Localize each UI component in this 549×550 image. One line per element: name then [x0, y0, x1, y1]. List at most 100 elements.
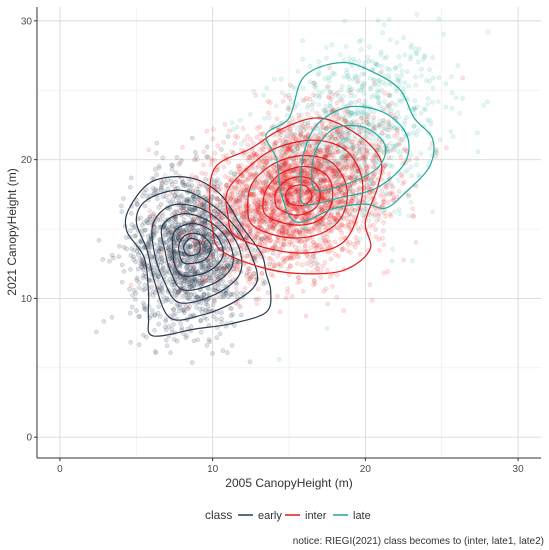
point-late	[395, 77, 401, 82]
point-early	[189, 360, 195, 365]
point-early	[220, 348, 226, 353]
point-late	[393, 102, 399, 107]
point-late	[413, 82, 419, 88]
point-inter	[228, 195, 234, 201]
point-early	[119, 209, 125, 215]
point-late	[343, 138, 349, 143]
point-late	[319, 184, 324, 190]
point-late	[346, 130, 352, 136]
point-inter	[221, 164, 227, 170]
point-late	[295, 69, 301, 75]
point-late	[352, 167, 358, 173]
point-late	[394, 88, 400, 94]
point-late	[353, 73, 358, 79]
point-late	[405, 193, 411, 199]
point-early	[156, 321, 162, 327]
point-inter	[181, 228, 187, 234]
point-inter	[180, 145, 185, 150]
point-late	[320, 163, 326, 168]
point-inter	[277, 309, 283, 315]
point-inter	[146, 147, 152, 153]
point-late	[251, 88, 257, 94]
point-inter	[306, 226, 312, 232]
point-inter	[391, 147, 397, 152]
point-inter	[156, 163, 162, 169]
point-late	[329, 222, 334, 228]
point-early	[168, 200, 174, 206]
point-late	[449, 90, 455, 96]
point-inter	[373, 212, 378, 217]
point-late	[324, 125, 329, 131]
point-inter	[370, 159, 376, 165]
point-late	[381, 22, 387, 28]
point-inter	[233, 286, 239, 291]
point-inter	[287, 263, 293, 269]
point-inter	[339, 190, 345, 196]
point-late	[295, 146, 300, 152]
point-inter	[208, 255, 214, 261]
point-late	[313, 93, 319, 99]
point-inter	[147, 213, 153, 219]
point-late	[300, 227, 305, 233]
point-early	[169, 279, 175, 285]
point-late	[278, 76, 284, 82]
point-late	[372, 161, 378, 166]
point-early	[107, 258, 112, 264]
point-inter	[226, 175, 231, 181]
point-late	[421, 57, 426, 62]
point-late	[387, 148, 393, 154]
point-inter	[311, 239, 316, 245]
point-inter	[289, 233, 295, 239]
point-late	[396, 82, 402, 88]
point-inter	[301, 177, 306, 183]
point-late	[334, 111, 340, 117]
point-inter	[278, 148, 283, 154]
point-early	[154, 140, 160, 146]
point-late	[394, 126, 400, 132]
point-early	[219, 319, 224, 325]
point-inter	[320, 125, 326, 131]
point-late	[340, 161, 346, 167]
point-late	[418, 151, 424, 157]
point-late	[320, 144, 325, 150]
point-early	[127, 286, 132, 292]
point-late	[390, 246, 395, 252]
point-early	[198, 318, 203, 324]
point-early	[128, 267, 133, 272]
point-late	[382, 99, 387, 104]
point-late	[398, 73, 404, 79]
point-late	[370, 178, 375, 184]
point-late	[311, 84, 317, 89]
y-axis-title: 2021 CanopyHeight (m)	[5, 168, 19, 295]
point-late	[328, 145, 334, 151]
point-late	[344, 164, 350, 169]
point-inter	[239, 243, 245, 248]
point-inter	[289, 150, 294, 155]
point-late	[264, 178, 270, 184]
point-inter	[386, 171, 392, 177]
point-early	[173, 179, 178, 185]
point-inter	[235, 135, 240, 140]
point-late	[358, 115, 364, 121]
point-late	[317, 179, 323, 185]
point-inter	[229, 149, 234, 154]
point-early	[131, 247, 137, 253]
point-early	[118, 203, 124, 209]
point-late	[243, 215, 248, 220]
point-late	[380, 117, 386, 123]
point-early	[157, 237, 162, 242]
point-late	[368, 86, 373, 92]
point-late	[346, 135, 352, 141]
point-late	[421, 106, 427, 112]
point-late	[290, 149, 296, 155]
point-inter	[224, 229, 229, 235]
point-inter	[318, 275, 323, 280]
point-early	[132, 296, 138, 302]
point-late	[377, 122, 383, 127]
point-late	[396, 54, 402, 60]
point-late	[341, 135, 346, 141]
point-inter	[240, 126, 246, 131]
point-early	[239, 312, 244, 318]
point-late	[381, 118, 387, 123]
point-late	[373, 61, 379, 67]
